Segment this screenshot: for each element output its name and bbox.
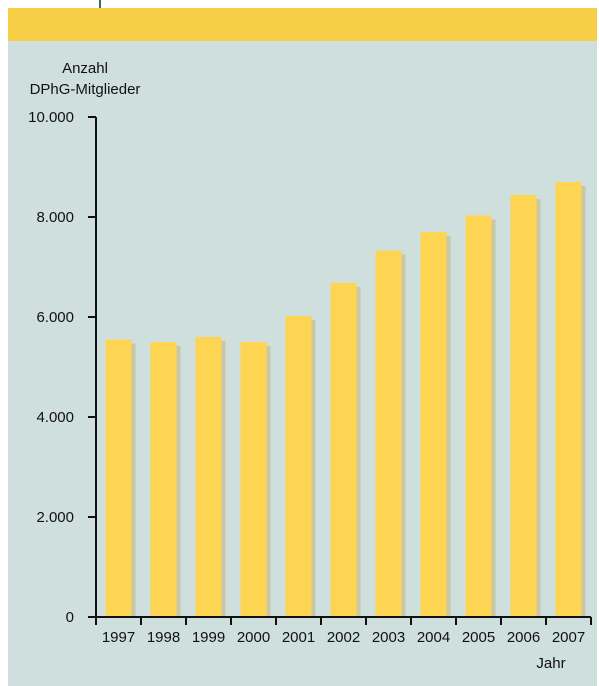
bar-2000 — [240, 342, 267, 617]
bar-1998 — [150, 342, 177, 617]
y-tick-label-0: 0 — [66, 609, 74, 626]
y-axis-label-line2: DPhG-Mitglieder — [30, 81, 141, 98]
axes-group: 0 2.000 4.000 6.000 8.000 10.000 1997 1998 1999 2… — [28, 109, 592, 646]
y-tick-label-8.000: 8.000 — [36, 209, 74, 226]
bar-2004 — [420, 232, 447, 617]
x-tick-label-2006: 2006 — [507, 629, 540, 646]
bar-2003 — [375, 250, 402, 617]
x-tick-label-1998: 1998 — [147, 629, 180, 646]
bar-1999 — [195, 337, 222, 617]
x-tick-label-2002: 2002 — [327, 629, 360, 646]
x-tick-label-2001: 2001 — [282, 629, 315, 646]
bar-group — [105, 182, 586, 617]
y-tick-label-6.000: 6.000 — [36, 309, 74, 326]
x-tick-label-2004: 2004 — [417, 629, 450, 646]
bar-2006 — [510, 195, 537, 617]
y-tick-label-10.000: 10.000 — [28, 109, 74, 126]
y-axis-label-line1: Anzahl — [62, 60, 108, 77]
y-tick-label-4.000: 4.000 — [36, 409, 74, 426]
x-tick-label-2005: 2005 — [462, 629, 495, 646]
x-tick-label-2003: 2003 — [372, 629, 405, 646]
x-tick-label-2007: 2007 — [552, 629, 585, 646]
top-band — [8, 8, 597, 41]
bar-2007 — [555, 182, 582, 617]
bar-2002 — [330, 283, 357, 617]
x-tick-label-1997: 1997 — [102, 629, 135, 646]
bar-2005 — [465, 215, 492, 617]
y-tick-label-2.000: 2.000 — [36, 509, 74, 526]
bar-1997 — [105, 339, 132, 617]
x-axis-label: Jahr — [536, 655, 565, 672]
x-tick-label-2000: 2000 — [237, 629, 270, 646]
bar-2001 — [285, 316, 312, 617]
x-tick-label-1999: 1999 — [192, 629, 225, 646]
